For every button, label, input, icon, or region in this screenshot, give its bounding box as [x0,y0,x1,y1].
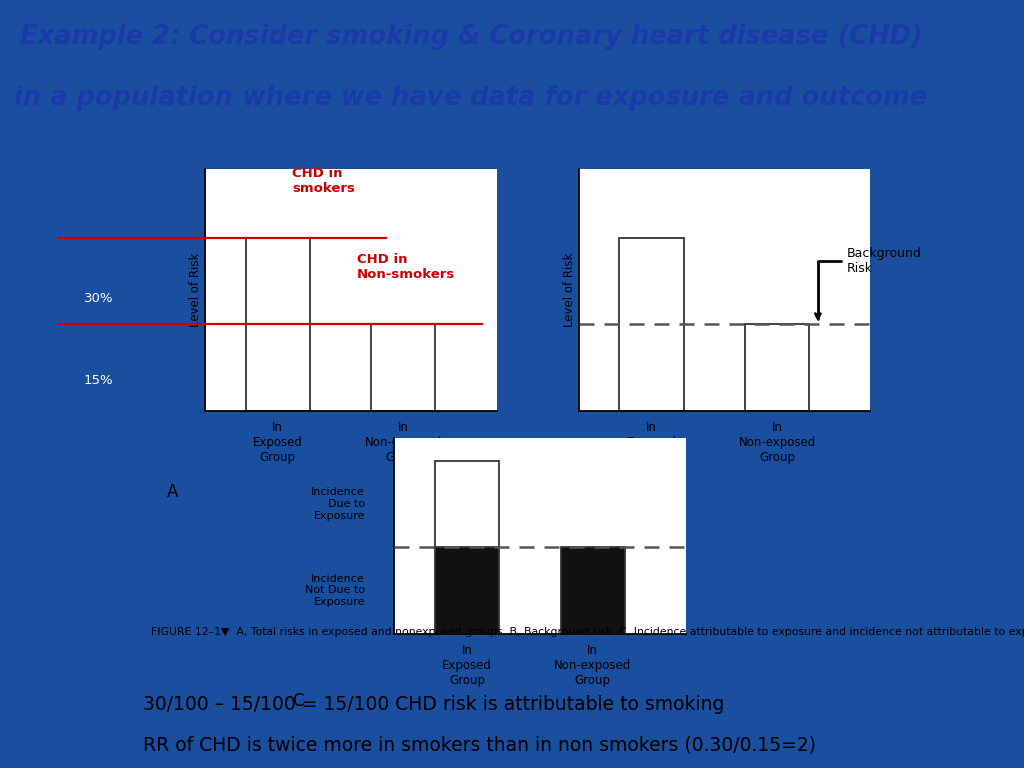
Text: Example 2: Consider smoking & Coronary heart disease (CHD): Example 2: Consider smoking & Coronary h… [19,24,923,50]
Text: RR of CHD is twice more in smokers than in non smokers (0.30/0.15=2): RR of CHD is twice more in smokers than … [143,736,816,754]
Text: CHD in
Non-smokers: CHD in Non-smokers [356,253,455,281]
Bar [246,238,310,411]
Bar [435,461,500,547]
Bar [435,547,500,634]
Bar [744,325,809,411]
Text: 30%: 30% [84,292,114,305]
Text: A: A [167,484,178,502]
Bar [560,547,625,634]
Text: Incidence
Not Due to
Exposure: Incidence Not Due to Exposure [305,574,366,607]
Text: C: C [292,693,303,710]
Y-axis label: Level of Risk: Level of Risk [189,253,202,327]
Text: CHD in
smokers: CHD in smokers [293,167,355,195]
Text: 15%: 15% [84,374,114,387]
Bar [620,238,684,411]
Text: 30/100 – 15/100 = 15/100 CHD risk is attributable to smoking: 30/100 – 15/100 = 15/100 CHD risk is att… [143,695,725,714]
Text: B: B [541,484,552,502]
Bar [371,325,435,411]
Y-axis label: Level of Risk: Level of Risk [563,253,575,327]
Text: in a population where we have data for exposure and outcome: in a population where we have data for e… [14,85,928,111]
Text: Background
Risk: Background Risk [815,247,922,319]
Text: Incidence
Due to
Exposure: Incidence Due to Exposure [311,488,366,521]
Text: FIGURE 12–1▼  A, Total risks in exposed and nonexposed groups. B, Background ris: FIGURE 12–1▼ A, Total risks in exposed a… [152,627,1024,637]
